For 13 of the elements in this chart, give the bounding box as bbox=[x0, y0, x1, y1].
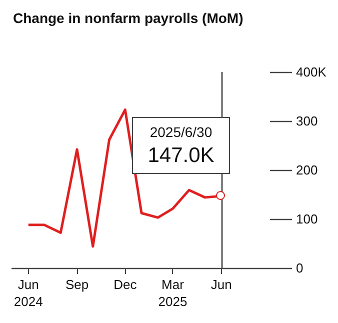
annotation: 2025/6/30 bbox=[148, 123, 214, 142]
y-tick-label: 300 bbox=[296, 114, 318, 128]
x-tick-label: Mar 2025 bbox=[158, 277, 188, 309]
y-tick-label: 400K bbox=[296, 64, 327, 80]
annotation: 147.0K bbox=[146, 143, 216, 169]
y-tick-label: 100 bbox=[296, 212, 318, 226]
x-tick-label: Dec bbox=[114, 277, 138, 292]
x-tick-label: Sep bbox=[65, 277, 89, 292]
y-tick-label: 200 bbox=[296, 162, 318, 178]
x-tick-label: Jun 2024 bbox=[14, 277, 43, 309]
y-tick-label: 0 bbox=[296, 260, 304, 276]
chart-title: Change in nonfarm payrolls (MoM) bbox=[13, 10, 244, 26]
x-tick-label: Jun bbox=[210, 277, 232, 292]
